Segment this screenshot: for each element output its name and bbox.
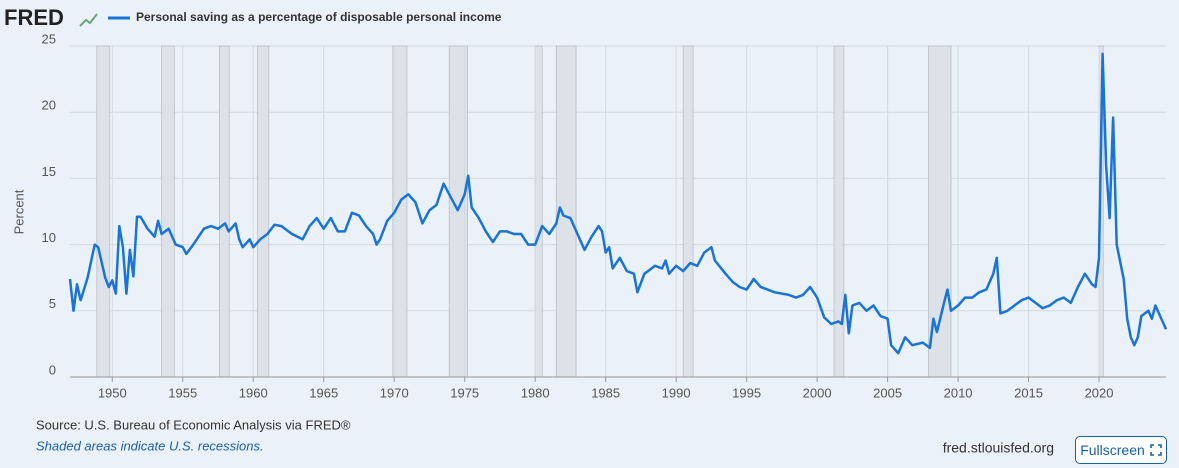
recession [96, 45, 110, 378]
legend-label: Personal saving as a percentage of dispo… [136, 10, 502, 24]
site: fred.stlouisfed.org [943, 440, 1054, 456]
x-tick-label: 1970 [380, 385, 409, 400]
x-tick-label: 2010 [944, 385, 973, 400]
x-tick-label: 2015 [1014, 385, 1043, 400]
x-tick-label: 1985 [591, 385, 620, 400]
x-tick-label: 1965 [309, 385, 338, 400]
recession [833, 45, 845, 378]
x-tick-label: 1960 [239, 385, 268, 400]
x-tick-label: 1950 [98, 385, 127, 400]
x-tick-label: 2005 [873, 385, 902, 400]
y-tick-label: 5 [49, 296, 56, 311]
y-tick-label: 0 [49, 362, 56, 377]
x-tick-label: 2020 [1085, 385, 1114, 400]
recession [161, 45, 175, 378]
y-tick-label: 25 [42, 31, 56, 46]
recession [219, 45, 230, 378]
fullscreen-icon [1149, 444, 1162, 456]
x-tick-label: 1955 [168, 385, 197, 400]
note: Shaded areas indicate U.S. recessions. [36, 438, 264, 453]
button-label: Fullscreen [1080, 442, 1145, 458]
y-axis-label: Percent [11, 189, 26, 234]
logo-icon [79, 13, 98, 27]
y-tick-label: 20 [42, 98, 56, 113]
recession [534, 45, 543, 378]
x-tick-label: 2000 [803, 385, 832, 400]
series-line [68, 52, 1168, 355]
source: Source: U.S. Bureau of Economic Analysis… [36, 417, 351, 432]
x-tick-label: 1980 [521, 385, 550, 400]
recession [682, 45, 694, 378]
y-tick-label: 10 [42, 230, 56, 245]
recession [257, 45, 270, 378]
fullscreen-button[interactable]: Fullscreen [1075, 436, 1167, 464]
x-tick-label: 1975 [450, 385, 479, 400]
logo: FRED [4, 5, 64, 30]
y-tick-label: 15 [42, 164, 56, 179]
x-tick-label: 1990 [662, 385, 691, 400]
x-tick-label: 1995 [732, 385, 761, 400]
